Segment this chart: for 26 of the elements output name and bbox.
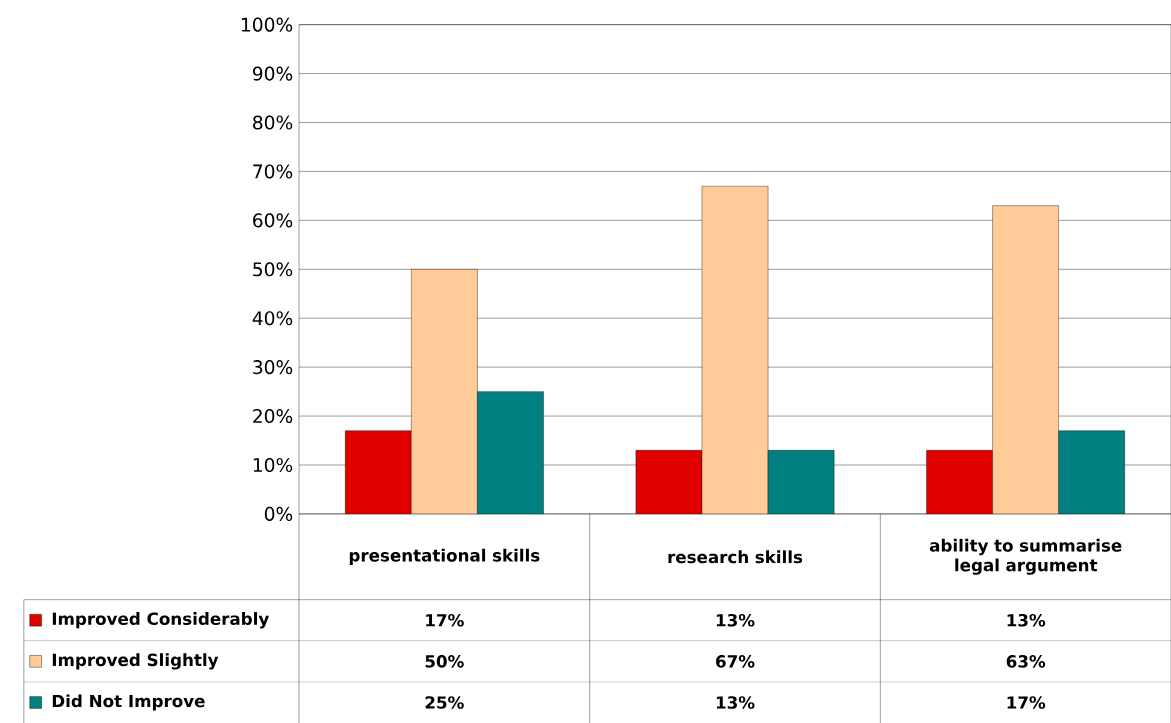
x-tick-label: presentational skills [349,548,540,565]
y-tick-label: 70% [253,164,293,179]
data-label: 17% [1007,696,1046,709]
x-tick-label: research skills [668,550,803,564]
data-label: 17% [426,613,464,627]
data-label: 13% [716,613,755,627]
y-tick-label: 20% [253,409,293,424]
y-tick-label: 90% [252,66,293,81]
data-label: 67% [716,655,755,668]
y-tick-label: 30% [253,360,293,375]
x-tick-label: ability to summarise legal argument [929,538,1122,575]
y-tick-label: 60% [253,213,293,228]
y-tick-label: 80% [253,115,293,130]
y-tick-label: 100% [241,17,293,32]
legend-label: Improved Considerably [52,612,269,629]
y-tick-label: 0% [264,506,293,521]
data-label: 13% [716,696,755,709]
data-label: 13% [1007,613,1046,627]
legend-label: Did Not Improve [52,694,205,711]
data-label: 50% [425,655,464,668]
data-label: 25% [425,696,464,709]
legend-label: Improved Slightly [52,653,219,670]
y-tick-label: 40% [252,311,293,326]
y-tick-label: 10% [253,457,293,473]
data-label: 63% [1006,655,1046,668]
y-tick-label: 50% [253,262,293,277]
